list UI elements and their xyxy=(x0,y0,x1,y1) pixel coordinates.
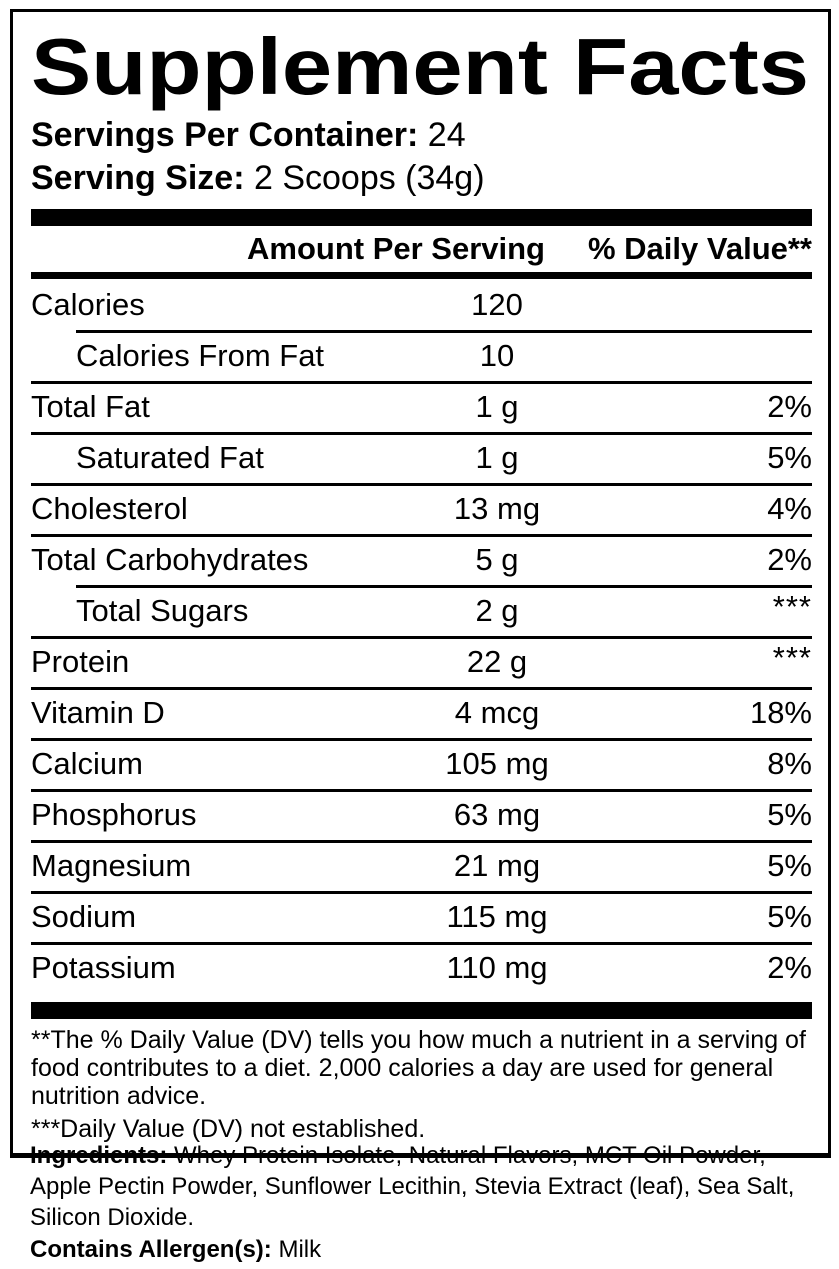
nutrient-name: Total Sugars xyxy=(76,592,249,628)
allergen-line: Contains Allergen(s): Milk xyxy=(30,1234,822,1265)
table-row-sodium: Sodium 115 mg 5% xyxy=(31,891,812,942)
nutrient-daily-value: 2% xyxy=(767,949,812,985)
nutrient-name: Calories From Fat xyxy=(76,337,325,373)
nutrient-amount: 4 mcg xyxy=(454,694,540,730)
table-row-saturated-fat: Saturated Fat 1 g 5% xyxy=(31,432,812,483)
nutrient-daily-value: 18% xyxy=(749,694,812,730)
panel-title-wrap: Supplement Facts xyxy=(31,22,812,114)
page-title: Supplement Facts xyxy=(31,22,809,111)
table-row-vitamin-d: Vitamin D 4 mcg 18% xyxy=(31,687,812,738)
nutrient-name: Sodium xyxy=(31,898,137,934)
servings-per-container-value: 24 xyxy=(418,116,466,154)
servings-per-container-label: Servings Per Container: xyxy=(31,116,419,154)
nutrient-name: Calcium xyxy=(31,745,143,781)
top-separator-bar xyxy=(31,209,812,226)
allergen-value: Milk xyxy=(271,1236,322,1263)
table-row-protein: Protein 22 g *** xyxy=(31,636,812,687)
nutrient-name: Magnesium xyxy=(31,847,192,883)
nutrient-table: Calories 120 Calories From Fat 10 Total … xyxy=(31,279,812,993)
nutrient-amount: 120 xyxy=(471,286,523,322)
nutrient-name: Saturated Fat xyxy=(76,439,264,475)
table-row-potassium: Potassium 110 mg 2% xyxy=(31,942,812,993)
serving-size-label: Serving Size: xyxy=(31,159,245,197)
not-established-footnote: ***Daily Value (DV) not established. xyxy=(31,1115,426,1143)
nutrient-amount: 1 g xyxy=(475,388,519,424)
nutrient-name: Cholesterol xyxy=(31,490,188,526)
serving-size-value: 2 Scoops (34g) xyxy=(244,159,485,197)
nutrient-daily-value: 2% xyxy=(767,541,812,577)
nutrient-name: Vitamin D xyxy=(31,694,165,730)
supplement-facts-panel: Supplement Facts Servings Per Container:… xyxy=(10,9,831,1158)
table-row-total-sugars: Total Sugars 2 g *** xyxy=(31,585,812,636)
servings-per-container-line: Servings Per Container: 24 xyxy=(31,114,812,157)
ingredients-text: Whey Protein Isolate, Natural Flavors, M… xyxy=(30,1142,795,1231)
nutrient-daily-value: 5% xyxy=(767,847,812,883)
nutrient-daily-value: 5% xyxy=(767,898,812,934)
nutrient-daily-value: 2% xyxy=(767,388,812,424)
nutrient-name: Calories xyxy=(31,286,145,322)
table-row-total-carbohydrates: Total Carbohydrates 5 g 2% xyxy=(31,534,812,585)
nutrient-amount: 21 mg xyxy=(453,847,541,883)
nutrient-amount: 105 mg xyxy=(445,745,549,781)
nutrient-daily-value: 8% xyxy=(767,745,812,781)
footnotes-section: **The % Daily Value (DV) tells you how m… xyxy=(31,1019,812,1143)
daily-value-footnote: **The % Daily Value (DV) tells you how m… xyxy=(31,1026,806,1110)
daily-value-header: % Daily Value** xyxy=(587,231,812,266)
table-row-magnesium: Magnesium 21 mg 5% xyxy=(31,840,812,891)
nutrient-name: Total Carbohydrates xyxy=(31,541,309,577)
nutrient-amount: 2 g xyxy=(475,592,519,628)
nutrient-amount: 63 mg xyxy=(453,796,541,832)
table-row-phosphorus: Phosphorus 63 mg 5% xyxy=(31,789,812,840)
ingredients-label: Ingredients: xyxy=(30,1142,168,1169)
column-header-row: Amount Per Serving % Daily Value** xyxy=(31,226,812,279)
ingredients-line: Ingredients: Whey Protein Isolate, Natur… xyxy=(30,1140,822,1233)
nutrient-daily-value: 4% xyxy=(767,490,812,526)
panel-title-svg: Supplement Facts xyxy=(31,22,809,111)
nutrient-amount: 5 g xyxy=(475,541,519,577)
table-row-cholesterol: Cholesterol 13 mg 4% xyxy=(31,483,812,534)
ingredients-section: Ingredients: Whey Protein Isolate, Natur… xyxy=(30,1140,822,1265)
nutrient-name: Protein xyxy=(31,643,130,679)
nutrient-name: Total Fat xyxy=(31,388,150,424)
nutrient-name: Phosphorus xyxy=(31,796,197,832)
table-row-calories: Calories 120 xyxy=(31,279,812,330)
nutrient-name: Potassium xyxy=(31,949,176,985)
nutrient-daily-value: *** xyxy=(772,589,812,624)
allergen-label: Contains Allergen(s): xyxy=(30,1236,272,1263)
nutrient-amount: 22 g xyxy=(466,643,528,679)
table-row-calories-from-fat: Calories From Fat 10 xyxy=(31,330,812,381)
bottom-separator-bar xyxy=(31,1002,812,1019)
nutrient-daily-value: 5% xyxy=(767,796,812,832)
nutrient-amount: 110 mg xyxy=(446,949,548,985)
table-row-calcium: Calcium 105 mg 8% xyxy=(31,738,812,789)
nutrient-amount: 13 mg xyxy=(453,490,541,526)
nutrient-daily-value: 5% xyxy=(767,439,812,475)
nutrient-daily-value: *** xyxy=(772,640,812,675)
nutrient-amount: 115 mg xyxy=(446,898,548,934)
nutrient-amount: 1 g xyxy=(475,439,519,475)
serving-size-line: Serving Size: 2 Scoops (34g) xyxy=(31,157,812,200)
amount-per-serving-header: Amount Per Serving xyxy=(247,231,545,266)
nutrient-amount: 10 xyxy=(479,337,515,373)
table-row-total-fat: Total Fat 1 g 2% xyxy=(31,381,812,432)
